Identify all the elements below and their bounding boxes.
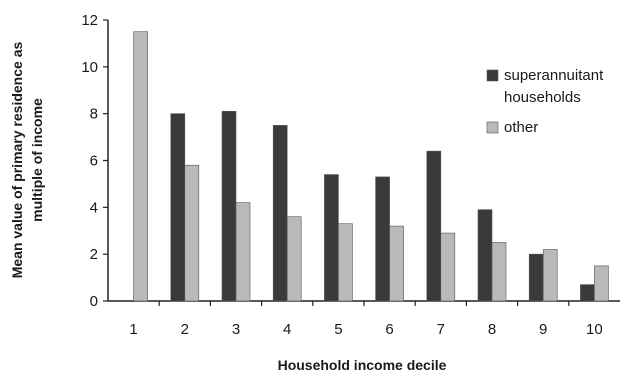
x-tick-label: 5 (334, 321, 342, 338)
x-tick-label: 6 (385, 321, 393, 338)
bar-series-2-decile-8 (491, 242, 507, 302)
bar-series-1-decile-9 (528, 253, 544, 302)
legend-swatch-2 (486, 121, 499, 134)
bar-series-1-decile-5 (324, 174, 339, 302)
y-tick-label: 4 (90, 199, 98, 216)
legend-label-2: other (504, 119, 538, 136)
bar-series-2-decile-7 (440, 232, 456, 302)
bar-series-2-decile-10 (594, 265, 609, 302)
y-tick-label: 12 (81, 12, 98, 29)
bar-series-2-decile-5 (338, 223, 353, 302)
x-tick-label: 1 (129, 321, 137, 338)
x-tick-label: 9 (539, 321, 547, 338)
bar-series-2-decile-4 (286, 216, 302, 302)
y-tick-label: 0 (90, 293, 98, 310)
y-axis-title-line-2: multiple of income (29, 98, 45, 222)
bar-series-1-decile-10 (580, 284, 595, 302)
bar-series-1-decile-7 (426, 150, 442, 302)
y-tick-label: 6 (90, 153, 98, 170)
bar-series-2-decile-6 (389, 225, 404, 302)
x-tick-label: 10 (586, 321, 603, 338)
legend-label-1: superannuitant (504, 67, 604, 84)
x-tick-label: 3 (232, 321, 240, 338)
x-tick-label: 4 (283, 321, 291, 338)
bar-series-1-decile-8 (477, 209, 493, 302)
legend: superannuitant households other (486, 67, 604, 136)
x-tick-label: 2 (181, 321, 189, 338)
bar-series-2-decile-9 (542, 249, 558, 302)
bar-series-2-decile-1 (133, 31, 148, 302)
bar-series-1-decile-2 (170, 113, 186, 302)
legend-label-1: households (504, 89, 581, 106)
y-tick-label: 8 (90, 106, 98, 123)
y-tick-label: 2 (90, 246, 98, 263)
bars (133, 31, 609, 302)
bar-series-1-decile-6 (375, 176, 390, 302)
bar-series-2-decile-2 (184, 164, 200, 302)
x-axis-title: Household income decile (278, 357, 447, 373)
bar-series-1-decile-4 (272, 125, 288, 302)
x-tick-label: 7 (437, 321, 445, 338)
legend-swatch-1 (486, 69, 499, 82)
x-tick-label: 8 (488, 321, 496, 338)
y-axis-title-line-1: Mean value of primary residence as (9, 42, 25, 279)
bar-series-1-decile-3 (221, 111, 237, 302)
y-tick-label: 10 (81, 59, 98, 76)
bar-series-2-decile-3 (235, 202, 251, 302)
